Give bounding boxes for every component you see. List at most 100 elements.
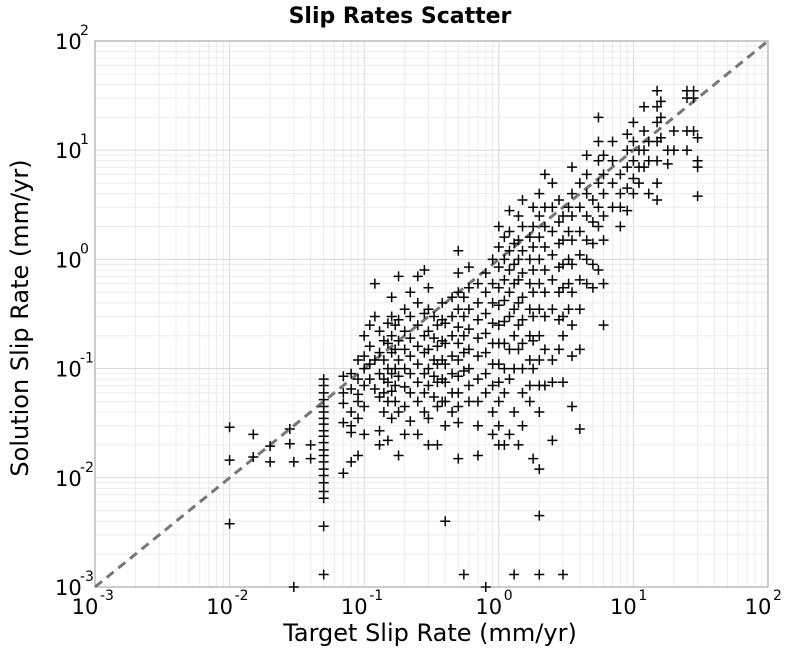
data-point — [547, 274, 558, 285]
chart-title: Slip Rates Scatter — [289, 4, 512, 29]
data-point — [480, 387, 491, 398]
data-point — [517, 194, 528, 205]
data-point — [338, 468, 349, 479]
data-point — [440, 516, 451, 527]
data-point — [539, 169, 550, 180]
data-point — [528, 363, 539, 374]
data-point — [480, 268, 491, 279]
data-point — [386, 311, 397, 322]
data-point — [499, 439, 510, 450]
data-point — [692, 132, 703, 143]
data-point — [447, 407, 458, 418]
data-point — [528, 221, 539, 232]
x-tick-exponent: 2 — [773, 588, 782, 604]
data-point — [338, 417, 349, 428]
data-point — [574, 423, 585, 434]
data-point — [598, 210, 609, 221]
data-point — [493, 262, 504, 273]
data-point — [458, 330, 469, 341]
data-point — [499, 387, 510, 398]
data-point — [509, 259, 520, 270]
data-point — [493, 396, 504, 407]
data-point — [447, 351, 458, 362]
data-point — [374, 439, 385, 450]
data-point — [405, 387, 416, 398]
data-point — [517, 245, 528, 256]
data-point — [453, 401, 464, 412]
data-point — [558, 282, 569, 293]
data-point — [423, 363, 434, 374]
data-point — [639, 145, 650, 156]
data-point — [374, 425, 385, 436]
data-point — [480, 582, 491, 592]
data-points — [224, 85, 703, 592]
data-point — [534, 210, 545, 221]
data-point — [567, 210, 578, 221]
data-point — [574, 304, 585, 315]
data-point — [487, 429, 498, 440]
data-point — [393, 450, 404, 461]
data-point — [692, 191, 703, 202]
data-point — [628, 188, 639, 199]
data-point — [224, 518, 235, 529]
data-point — [453, 322, 464, 333]
data-point — [504, 287, 515, 298]
data-point — [524, 254, 535, 265]
data-point — [393, 335, 404, 346]
data-point — [458, 366, 469, 377]
data-point — [453, 453, 464, 464]
data-point — [499, 363, 510, 374]
data-point — [453, 287, 464, 298]
y-tick-exponent: 1 — [80, 132, 89, 148]
data-point — [643, 188, 654, 199]
data-point — [364, 374, 375, 385]
data-point — [405, 311, 416, 322]
data-point — [458, 292, 469, 303]
data-point — [513, 254, 524, 265]
data-point — [224, 455, 235, 466]
data-point — [509, 363, 520, 374]
data-point — [499, 295, 510, 306]
data-point — [369, 354, 380, 365]
data-point — [524, 278, 535, 289]
data-point — [517, 338, 528, 349]
data-point — [458, 311, 469, 322]
data-point — [547, 377, 558, 388]
data-point — [534, 304, 545, 315]
data-point — [423, 413, 434, 424]
data-point — [487, 380, 498, 391]
data-point — [581, 210, 592, 221]
data-point — [487, 278, 498, 289]
data-point — [493, 377, 504, 388]
data-point — [553, 194, 564, 205]
data-point — [517, 420, 528, 431]
data-point — [399, 381, 410, 392]
data-point — [587, 238, 598, 249]
data-point — [353, 396, 364, 407]
data-point — [428, 333, 439, 344]
data-point — [558, 311, 569, 322]
data-point — [428, 391, 439, 402]
data-point — [399, 401, 410, 412]
data-point — [574, 274, 585, 285]
data-point — [534, 330, 545, 341]
data-point — [558, 569, 569, 580]
data-point — [581, 150, 592, 161]
data-point — [655, 132, 666, 143]
data-point — [374, 347, 385, 358]
data-point — [513, 274, 524, 285]
data-point — [412, 429, 423, 440]
data-point — [652, 85, 663, 96]
data-point — [412, 359, 423, 370]
data-point — [453, 245, 464, 256]
data-point — [499, 254, 510, 265]
data-point — [390, 363, 401, 374]
data-point — [517, 314, 528, 325]
data-point — [513, 439, 524, 450]
data-point — [487, 297, 498, 308]
data-point — [453, 268, 464, 279]
data-point — [399, 429, 410, 440]
data-point — [390, 396, 401, 407]
data-point — [622, 162, 633, 173]
data-point — [463, 324, 474, 335]
